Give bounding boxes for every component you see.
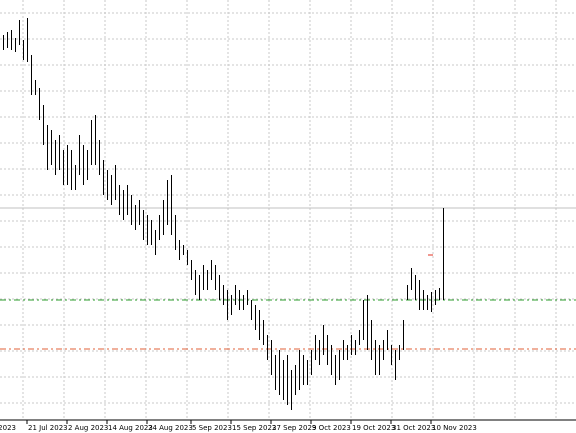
x-tick-label: 5 Sep 2023 — [192, 424, 232, 432]
x-tick-label: 19 Oct 2023 — [352, 424, 395, 432]
x-tick-label: 9 Oct 2023 — [312, 424, 351, 432]
x-tick-label: 27 Sep 2023 — [272, 424, 316, 432]
x-tick-label: 2 Aug 2023 — [68, 424, 108, 432]
x-tick-label: 21 Jul 2023 — [28, 424, 68, 432]
x-tick-label: 14 Aug 2023 — [108, 424, 153, 432]
x-tick-label: 15 Sep 2023 — [232, 424, 276, 432]
x-tick-label: 24 Aug 2023 — [148, 424, 193, 432]
x-tick-label: 31 Oct 2023 — [392, 424, 435, 432]
x-tick-label: 10 Nov 2023 — [432, 424, 477, 432]
x-tick-label: 7 Jul 2023 — [0, 424, 16, 432]
